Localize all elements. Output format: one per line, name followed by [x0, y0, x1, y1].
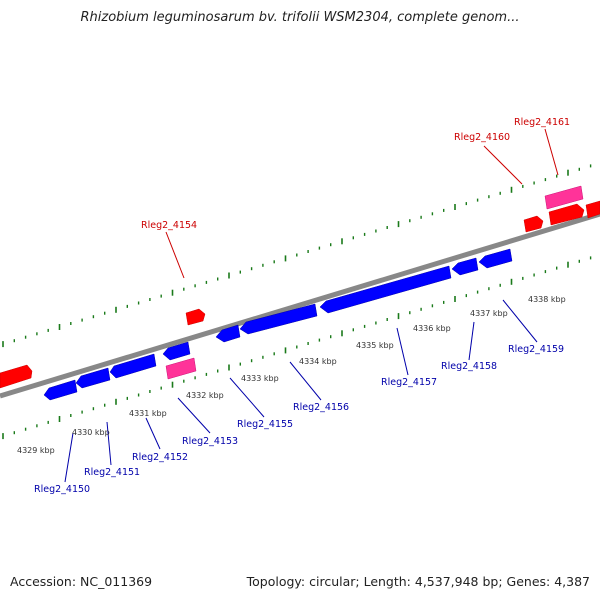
leader-line: [396, 327, 409, 376]
gene-label[interactable]: Rleg2_4160: [454, 132, 510, 143]
forward-gene-arrow[interactable]: [0, 364, 33, 389]
forward-gene-arrow[interactable]: [548, 203, 585, 226]
reverse-gene-arrow[interactable]: [451, 257, 479, 276]
leader-line: [106, 421, 112, 466]
kbp-label: 4331 kbp: [129, 409, 167, 418]
leader-line: [468, 321, 475, 361]
kbp-label: 4329 kbp: [17, 446, 55, 455]
reverse-gene-arrow[interactable]: [239, 303, 318, 335]
kbp-label: 4332 kbp: [186, 391, 224, 400]
forward-gene-arrow[interactable]: [185, 308, 206, 326]
kbp-label: 4336 kbp: [413, 324, 451, 333]
leader-line: [229, 377, 265, 418]
reverse-gene-arrow[interactable]: [75, 367, 111, 389]
leader-line: [177, 397, 211, 434]
gene-label[interactable]: Rleg2_4159: [508, 344, 564, 355]
kbp-label: 4337 kbp: [470, 309, 508, 318]
leader-line: [145, 417, 161, 450]
reverse-tick-track: [2, 256, 592, 440]
gene-label[interactable]: Rleg2_4156: [293, 402, 349, 413]
gene-label[interactable]: Rleg2_4151: [84, 467, 140, 478]
forward-gene-arrow[interactable]: [585, 200, 600, 219]
reverse-gene-arrow[interactable]: [478, 248, 513, 269]
accession-text: Accession: NC_011369: [10, 574, 153, 589]
reverse-gene-arrow[interactable]: [319, 265, 452, 314]
leader-line: [289, 361, 322, 401]
kbp-label: 4338 kbp: [528, 295, 566, 304]
gene-label[interactable]: Rleg2_4158: [441, 361, 497, 372]
gene-label[interactable]: Rleg2_4154: [141, 220, 197, 231]
gene-label[interactable]: Rleg2_4150: [34, 484, 90, 495]
pink-feature-block[interactable]: [544, 185, 584, 210]
genome-summary-text: Topology: circular; Length: 4,537,948 bp…: [246, 574, 590, 589]
kbp-label: 4330 kbp: [72, 428, 110, 437]
gene-label[interactable]: Rleg2_4155: [237, 419, 293, 430]
leader-line: [64, 432, 74, 483]
reverse-gene-arrow[interactable]: [109, 353, 157, 379]
reverse-gene-arrow[interactable]: [43, 379, 78, 401]
gene-label[interactable]: Rleg2_4157: [381, 377, 437, 388]
map-title: Rhizobium leguminosarum bv. trifolii WSM…: [80, 10, 520, 25]
forward-tick-track: [2, 164, 592, 348]
reverse-gene-arrow[interactable]: [215, 324, 241, 343]
kbp-label: 4335 kbp: [356, 341, 394, 350]
forward-gene-arrow[interactable]: [523, 215, 544, 233]
leader-line: [165, 231, 185, 279]
kbp-label: 4334 kbp: [299, 357, 337, 366]
leader-line: [483, 145, 523, 185]
gene-label[interactable]: Rleg2_4152: [132, 452, 188, 463]
pink-feature-block[interactable]: [165, 357, 197, 380]
leader-line: [544, 128, 559, 176]
gene-label[interactable]: Rleg2_4153: [182, 436, 238, 447]
gene-label[interactable]: Rleg2_4161: [514, 117, 570, 128]
kbp-label: 4333 kbp: [241, 374, 279, 383]
genome-backbone: [0, 211, 600, 399]
leader-line: [502, 299, 538, 343]
reverse-gene-arrow[interactable]: [162, 341, 191, 361]
